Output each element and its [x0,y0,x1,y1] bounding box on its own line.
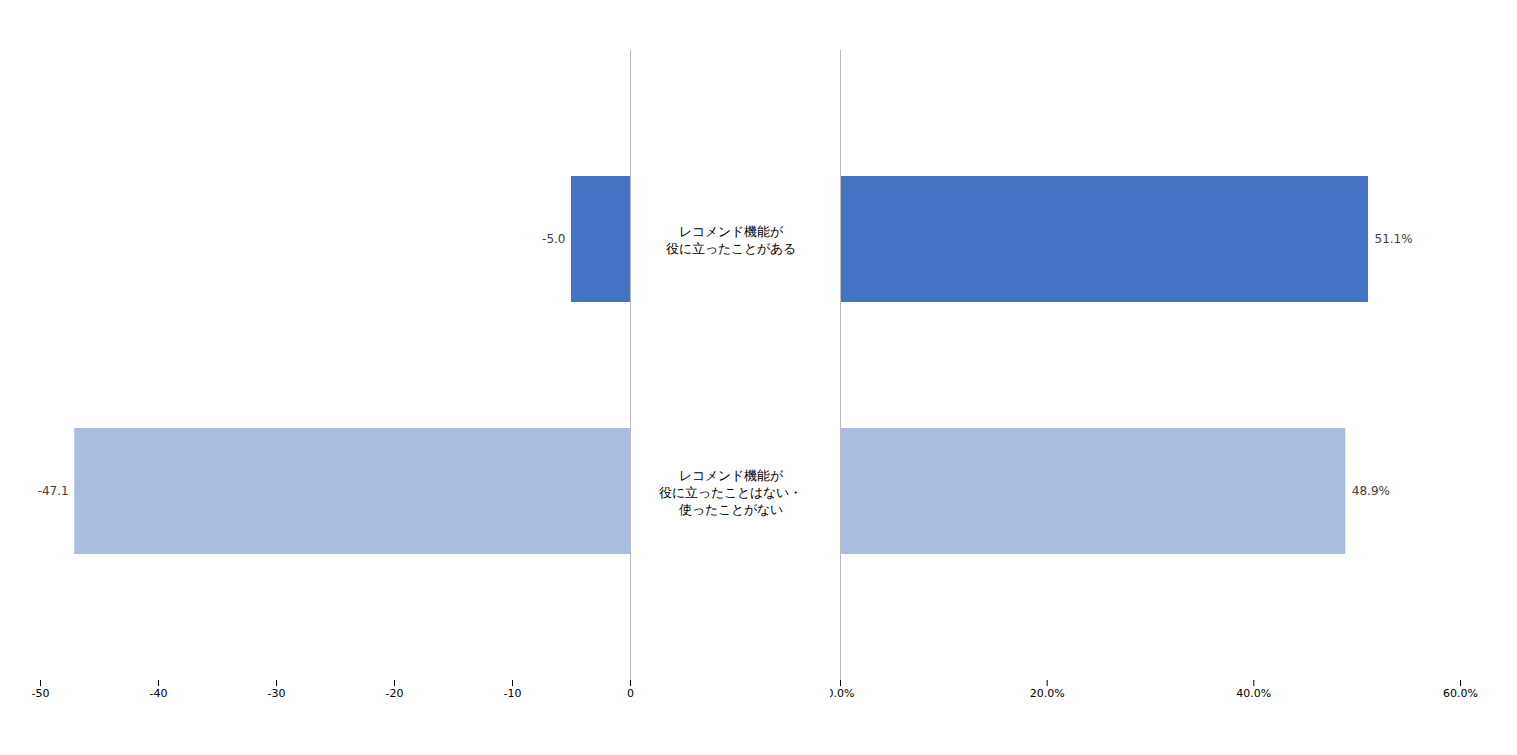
svg-text:レコメンド機能が役に立ったことがある: レコメンド機能が役に立ったことがある [666,224,796,256]
svg-text:レコメンド機能が役に立ったことはない・使ったことがない: レコメンド機能が役に立ったことはない・使ったことがない [659,468,802,517]
svg-text:-20: -20 [386,687,404,700]
svg-text:0: 0 [627,687,634,700]
svg-text:0.0%: 0.0% [830,687,854,700]
svg-text:51.1%: 51.1% [1375,232,1413,246]
svg-text:-10: -10 [504,687,522,700]
svg-text:-40: -40 [150,687,168,700]
svg-text:48.9%: 48.9% [1352,484,1390,498]
svg-text:40.0%: 40.0% [1236,687,1271,700]
svg-text:-47.1: -47.1 [38,484,69,498]
svg-text:-50: -50 [32,687,50,700]
svg-text:60.0%: 60.0% [1443,687,1478,700]
svg-text:20.0%: 20.0% [1030,687,1065,700]
svg-text:-30: -30 [268,687,286,700]
svg-text:-5.0: -5.0 [542,232,565,246]
